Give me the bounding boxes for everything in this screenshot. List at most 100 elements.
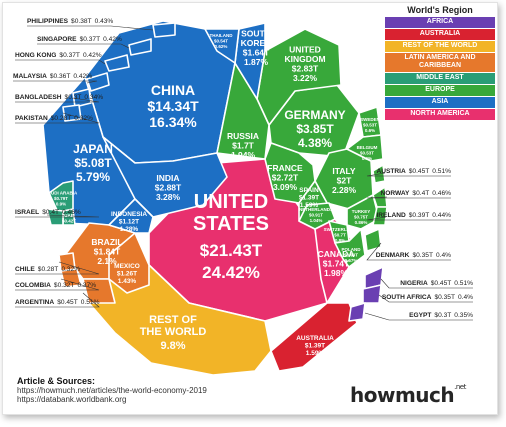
external-label-value: $0.36T (50, 73, 71, 80)
data-label: $2.72T (272, 172, 299, 182)
external-label: EGYPT $0.3T 0.35% (409, 312, 473, 319)
data-label: INDONESIA (111, 211, 147, 218)
leader-line (364, 312, 473, 321)
data-label: $1.12T (119, 218, 139, 225)
external-label: NORWAY $0.4T 0.46% (380, 190, 451, 197)
source-link[interactable]: https://howmuch.net/articles/the-world-e… (17, 386, 207, 395)
data-label: UNITED (194, 191, 268, 213)
legend-title: World's Region (407, 5, 473, 15)
voronoi-chart: UNITEDSTATES$21.43T24.42%CHINA$14.34T16.… (13, 18, 473, 379)
data-label: 0.6% (365, 128, 375, 133)
data-label: UAE (64, 213, 74, 218)
data-label: $1.26T (117, 270, 137, 277)
external-label-value: $0.28T (51, 115, 72, 122)
country-cell (152, 22, 176, 38)
external-label-name: NORWAY (380, 190, 410, 197)
external-label-name: SINGAPORE (37, 36, 77, 43)
external-label-share: 0.32% (74, 115, 93, 122)
data-label: 1.04% (310, 218, 323, 223)
data-label: THE WORLD (140, 326, 207, 338)
external-label: PAKISTAN $0.28T 0.32% (15, 115, 93, 122)
external-label-share: 0.42% (103, 36, 122, 43)
external-label-share: 0.42% (83, 52, 102, 59)
data-label: $0.75T (354, 214, 368, 219)
data-label: 0.8% (335, 238, 345, 243)
data-label: POLAND (342, 247, 362, 252)
data-label: GERMANY (284, 108, 345, 122)
external-label: ARGENTINA $0.45T 0.51% (15, 299, 100, 306)
country-cell (314, 148, 374, 210)
external-label-share: 0.46% (62, 209, 81, 216)
external-label: AUSTRIA $0.45T 0.51% (376, 168, 451, 175)
data-label: NETHERLANDS (299, 207, 333, 212)
data-label: 1.98% (324, 268, 349, 278)
region-legend: World's Region AFRICA AUSTRALIA REST OF TH… (385, 5, 495, 121)
data-label: 1.59% (300, 202, 319, 209)
external-label-share: 0.42% (73, 73, 92, 80)
data-label: 1.59% (306, 350, 325, 357)
country-cell (298, 202, 336, 230)
data-label: 0.86% (355, 220, 368, 225)
country-cell (204, 28, 240, 64)
external-label: SOUTH AFRICA $0.35T 0.4% (382, 294, 473, 301)
external-label-value: $0.4T (42, 209, 59, 216)
data-label: $14.34T (147, 98, 199, 114)
external-label-value: $0.3T (434, 312, 451, 319)
country-cell (72, 88, 92, 108)
country-cell (364, 228, 382, 252)
data-label: KINGDOM (284, 54, 325, 64)
external-label: HONG KONG $0.37T 0.42% (15, 52, 102, 59)
data-label: 5.79% (76, 170, 110, 184)
leader-line (366, 196, 451, 199)
leader-line (13, 80, 98, 84)
data-label: $21.43T (200, 241, 263, 260)
data-label: $1.84T (94, 246, 121, 256)
country-cell (86, 72, 110, 92)
data-label: 3.22% (293, 73, 318, 83)
external-label-share: 0.51% (454, 280, 473, 287)
country-cell (346, 194, 380, 230)
legend-item: MIDDLE EAST (385, 73, 495, 84)
data-label: $1.39T (299, 194, 319, 201)
data-label: 0.9% (56, 202, 66, 207)
external-label-name: BANGLADESH (15, 94, 62, 101)
external-label-share: 0.35% (454, 312, 473, 319)
data-label: 16.34% (149, 114, 197, 130)
external-label: PHILIPPINES $0.38T 0.43% (27, 18, 113, 25)
data-label: $0.54T (214, 38, 228, 43)
external-label-value: $0.45T (431, 280, 452, 287)
external-label-share: 0.4% (436, 252, 451, 259)
data-label: 1.43% (118, 278, 137, 285)
data-label: CHINA (151, 82, 195, 98)
external-label: NIGERIA $0.45T 0.51% (400, 280, 473, 287)
external-label-name: ARGENTINA (15, 299, 54, 306)
data-label: $2.88T (155, 182, 182, 192)
data-label: THAILAND (210, 33, 234, 38)
external-label-value: $0.38T (71, 18, 92, 25)
data-label: $5.08T (74, 156, 112, 170)
data-label: $0.53T (360, 150, 374, 155)
external-label-name: NIGERIA (400, 280, 428, 287)
leader-line (15, 261, 100, 275)
external-label-value: $0.4T (412, 190, 429, 197)
external-label-share: 0.43% (95, 18, 114, 25)
data-label: 1.87% (244, 57, 269, 67)
leader-line (378, 294, 473, 303)
external-label-share: 0.32% (61, 266, 80, 273)
country-cell (348, 302, 366, 322)
external-label-name: AUSTRIA (376, 168, 406, 175)
leader-line (366, 216, 451, 221)
leader-line (15, 97, 100, 103)
source-link[interactable]: https://databank.worldbank.org (17, 395, 127, 404)
external-label-value: $0.45T (57, 299, 78, 306)
data-label: MEXICO (114, 263, 140, 270)
data-label: $0.53T (363, 122, 377, 127)
data-label: $0.7T (334, 232, 346, 237)
data-label: 2.28% (332, 185, 357, 195)
external-label-share: 0.46% (432, 190, 451, 197)
brand-logo: howmuch.net (350, 383, 466, 407)
external-label-share: 0.37% (77, 282, 96, 289)
leader-line (37, 43, 130, 49)
external-label-value: $0.32T (54, 282, 75, 289)
data-label: 0.48% (63, 224, 76, 229)
